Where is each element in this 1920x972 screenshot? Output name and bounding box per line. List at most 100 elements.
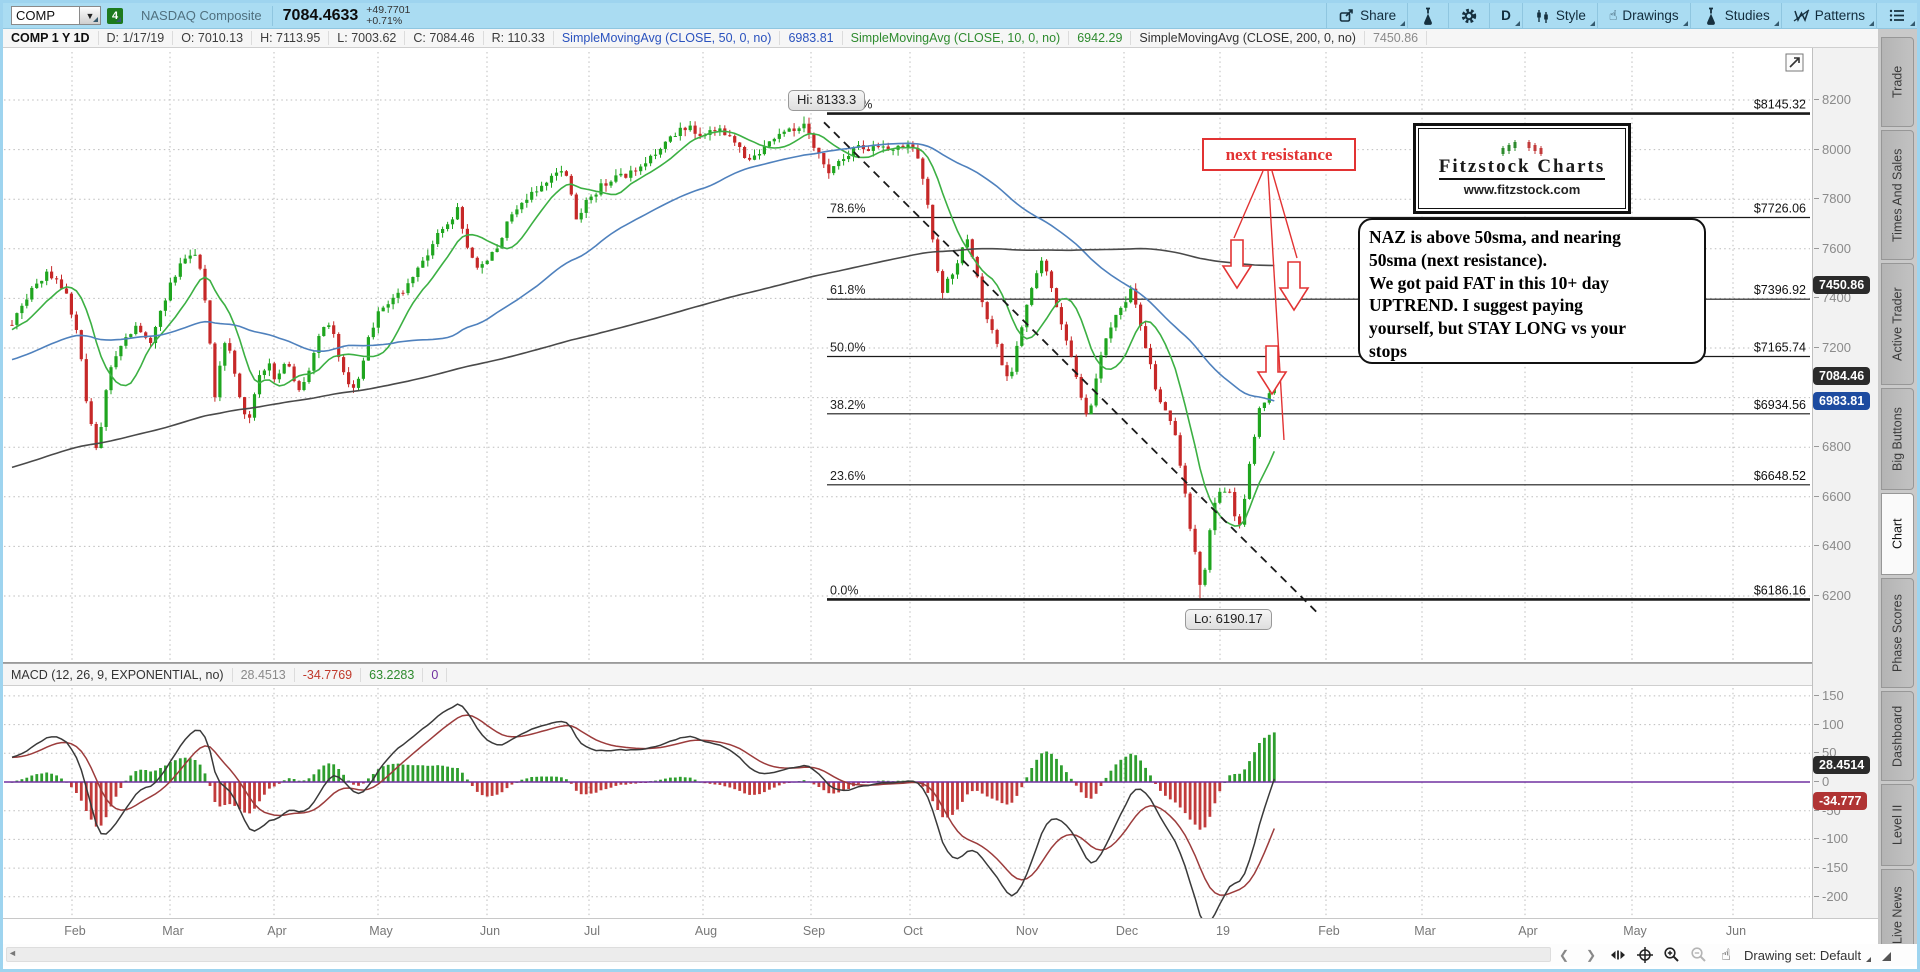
tick-dash [1814,595,1819,596]
time-axis-label: Apr [1518,924,1538,938]
macd-axis-label: 100 [1814,717,1844,732]
macd-field: -34.7769 [295,667,362,682]
svg-text:$7396.92: $7396.92 [1754,283,1806,297]
tick-value: 8200 [1822,92,1851,107]
studies-flask-icon [1702,6,1720,25]
share-icon [1338,7,1355,24]
top-toolbar: ▼ 4 NASDAQ Composite 7084.4633 +49.7701 … [3,3,1917,29]
sidebar-tab-active-trader[interactable]: Active Trader [1881,263,1914,385]
tick-dash [1814,723,1819,725]
next-resistance-label[interactable]: next resistance [1202,138,1356,171]
zoom-out-icon[interactable] [1690,946,1708,964]
macd-axis-label: -150 [1814,860,1848,875]
price-axis-label: 8000 [1814,142,1851,157]
sidebar-tab-level-ii[interactable]: Level II [1881,784,1914,866]
tick-value: 6400 [1822,538,1851,554]
panel-separator[interactable] [3,662,1812,663]
ohlc-field: SimpleMovingAvg (CLOSE, 200, 0, no) [1131,31,1365,45]
timeframe-button[interactable]: D [1489,3,1522,28]
tick-value: 0 [1822,774,1830,789]
quick-study-button[interactable] [1407,3,1448,28]
tick-dash [1814,694,1819,696]
tick-dash [1814,809,1819,811]
sidebar-tab-phase-scores[interactable]: Phase Scores [1881,578,1914,688]
linked-flag-badge[interactable]: 4 [107,7,123,24]
svg-text:$6934.56: $6934.56 [1754,398,1806,412]
logo-url: www.fitzstock.com [1463,181,1581,197]
sidebar-tab-trade[interactable]: Trade [1881,37,1914,127]
sidebar-tab-big-buttons[interactable]: Big Buttons [1881,388,1914,490]
ohlc-field: 6942.29 [1069,31,1132,45]
resize-grip-icon[interactable] [1882,952,1891,961]
analyst-note-box[interactable]: NAZ is above 50sma, and nearing 50sma (n… [1358,218,1706,364]
ohlc-field: D: 1/17/19 [99,31,174,45]
sidebar-tab-dashboard[interactable]: Dashboard [1881,691,1914,781]
ohlc-field: O: 7010.13 [173,31,253,45]
sidebar-tab-times-and-sales[interactable]: Times And Sales [1881,130,1914,260]
time-axis-label: Mar [1414,924,1436,938]
last-price: 7084.4633 [282,6,359,24]
crosshair-icon[interactable] [1636,946,1654,964]
ohlc-field: L: 7003.62 [329,31,406,45]
svg-text:$6648.52: $6648.52 [1754,469,1806,483]
time-axis-label: Feb [64,924,86,938]
svg-text:38.2%: 38.2% [830,398,865,412]
fitzstock-logo-box[interactable]: Fitzstock Charts www.fitzstock.com [1413,123,1631,214]
bottom-toolbar: ◄ ❮ ❯ ☝ Drawing set: Default [3,944,1917,966]
tick-value: 7800 [1822,191,1851,207]
zoom-in-icon[interactable] [1663,946,1681,964]
toolbar-divider [271,5,273,26]
high-marker-callout: Hi: 8133.3 [788,90,866,111]
time-axis[interactable]: Feb Mar Apr May Jun Jul Aug Sep Oct Nov Dec 19 Feb Ma… [3,918,1878,944]
pan-right-icon[interactable]: ❯ [1585,948,1597,962]
drawings-button[interactable]: ☝ Drawings [1596,3,1690,28]
tick-value: -100 [1822,831,1849,847]
price-bubble: 7450.86 [1813,275,1871,294]
low-marker-callout: Lo: 6190.17 [1185,609,1272,630]
price-axis-label: 6600 [1814,489,1851,504]
tick-value: 6800 [1822,439,1851,455]
time-axis-label: Feb [1318,924,1340,938]
svg-text:$6186.16: $6186.16 [1754,583,1806,597]
macd-chart-svg[interactable] [3,686,1812,918]
share-label: Share [1360,8,1397,23]
pan-left-icon[interactable]: ❮ [1558,948,1570,962]
svg-text:0.0%: 0.0% [830,583,859,597]
chart-scrollbar[interactable] [6,947,1551,962]
price-axis-label: 7800 [1814,191,1851,206]
patterns-button[interactable]: Patterns [1780,3,1876,28]
flask-icon [1419,6,1437,25]
pan-hand-icon[interactable]: ☝ [1721,945,1731,964]
symbol-combo[interactable]: ▼ [11,6,101,25]
scroll-left-icon[interactable]: ◄ [8,948,17,958]
time-axis-label: Sep [802,924,826,938]
tick-dash [1814,867,1819,869]
chart-data-header: COMP 1 Y 1D D: 1/17/19 O: 7010.13 H: 7113.9… [3,29,1878,48]
sidebar-tab-chart[interactable]: Chart [1881,493,1914,575]
time-axis-label: Aug [694,924,718,938]
time-axis-label: May [369,924,393,938]
time-axis-label: 19 [1216,924,1230,938]
studies-button[interactable]: Studies [1689,3,1781,28]
symbol-dropdown-button[interactable]: ▼ [79,6,101,25]
change-absolute: +49.7701 [366,3,411,16]
tick-value: -150 [1822,860,1849,876]
fit-width-icon[interactable] [1609,946,1627,964]
price-axis-label: 6400 [1814,538,1851,553]
chart-style-icon [1534,8,1551,24]
style-button[interactable]: Style [1521,3,1597,28]
tick-value: 6200 [1822,588,1851,603]
drawing-set-selector[interactable]: Drawing set: Default [1744,948,1872,963]
share-button[interactable]: Share [1326,3,1407,28]
menu-button[interactable] [1876,3,1917,28]
ohlc-field: COMP 1 Y 1D [3,31,99,45]
svg-text:78.6%: 78.6% [830,202,865,216]
price-axis-label: 7400 [1814,290,1851,305]
time-axis-label: Apr [267,924,287,938]
tick-dash [1814,545,1819,547]
symbol-input[interactable] [11,6,79,25]
macd-bubble: -34.777 [1813,791,1868,810]
settings-button[interactable] [1448,3,1489,28]
tick-dash [1814,495,1819,497]
mini-candles-icon [1499,140,1545,157]
